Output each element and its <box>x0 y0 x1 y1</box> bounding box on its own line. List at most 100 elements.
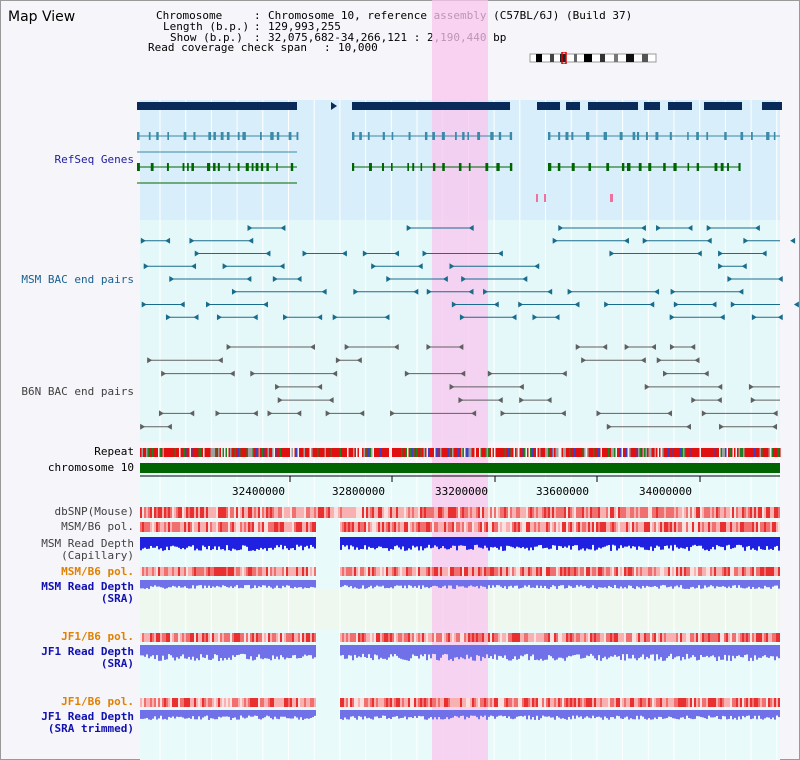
jf1-pol-bar <box>266 633 268 642</box>
repeat-feature <box>416 448 418 457</box>
dbsnp-bar <box>668 507 670 518</box>
msm-pol-label[interactable]: MSM/B6 pol. <box>61 520 134 533</box>
repeat-feature <box>434 448 436 457</box>
jf1-pol-bar <box>398 633 400 642</box>
refseq-transcript-exon <box>645 132 648 140</box>
jf1-depth-bar <box>194 645 196 661</box>
dbsnp-bar <box>660 507 662 518</box>
jf1-pol-trim-label[interactable]: JF1/B6 pol. <box>61 695 134 708</box>
dbsnp-bar <box>316 507 318 518</box>
jf1-pol-bar <box>536 633 538 642</box>
jf1-depth-bar <box>396 645 398 656</box>
repeat-feature <box>764 448 766 457</box>
jf1-trim-depth-bar <box>228 710 230 717</box>
repeat-feature <box>722 448 724 457</box>
msm-pol-sra-label[interactable]: MSM/B6 pol. <box>61 565 134 578</box>
jf1-depth-trim-label-1[interactable]: JF1 Read Depth <box>41 710 134 723</box>
jf1-trim-depth-bar <box>176 710 178 717</box>
jf1-trim-depth-bar <box>142 710 144 719</box>
msm-pol-sra-bar <box>736 567 738 576</box>
repeat-feature <box>485 448 487 457</box>
jf1-depth-bar <box>158 645 160 661</box>
msm-cap-depth-bar <box>592 537 594 545</box>
jf1-trim-depth-bar <box>160 710 162 716</box>
dbsnp-bar <box>708 507 710 518</box>
jf1-trim-depth-bar <box>654 710 656 718</box>
dbsnp-bar <box>300 507 302 518</box>
msm-pol-sra-bar <box>636 567 638 576</box>
dbsnp-bar <box>774 507 776 518</box>
jf1-depth-bar <box>694 645 696 657</box>
repeat-feature <box>264 448 267 457</box>
jf1-trim-depth-bar <box>608 710 610 720</box>
msm-pol-sra-bar <box>764 567 766 576</box>
dbsnp-bar <box>584 507 586 518</box>
msm-bac-end <box>386 276 392 282</box>
jf1-trim-depth-bar <box>182 710 184 718</box>
jf1-pol-bar <box>668 633 670 642</box>
msm-cap-depth-bar <box>490 537 492 548</box>
msm-cap-depth-bar <box>546 537 548 548</box>
jf1-depth-bar <box>674 645 676 658</box>
jf1-pol-trim-bar <box>272 698 274 707</box>
jf1-depth-bar <box>690 645 692 658</box>
dbsnp-bar <box>750 507 752 518</box>
repeat-feature <box>579 448 582 457</box>
b6n-bac-end <box>662 370 668 377</box>
refseq-transcript-exon <box>420 163 423 171</box>
msm-depth-cap-label-1[interactable]: MSM Read Depth <box>41 537 134 550</box>
msm-pol-bar <box>370 522 372 532</box>
jf1-depth-bar <box>642 645 644 655</box>
msm-bac-label[interactable]: MSM BAC end pairs <box>21 273 134 286</box>
repeat-feature <box>602 448 604 457</box>
msm-cap-depth-bar <box>498 537 500 550</box>
jf1-pol-trim-bar <box>622 698 624 707</box>
jf1-trim-depth-bar <box>268 710 270 717</box>
b6n-bac-label[interactable]: B6N BAC end pairs <box>21 385 134 398</box>
jf1-pol-trim-bar <box>416 698 418 707</box>
dbsnp-label[interactable]: dbSNP(Mouse) <box>54 505 134 518</box>
chromosome-ideogram[interactable] <box>528 52 658 64</box>
msm-cap-depth-bar <box>204 537 206 547</box>
msm-depth-sra-label-1[interactable]: MSM Read Depth <box>41 580 134 593</box>
msm-sra-depth-bar <box>392 580 394 589</box>
jf1-depth-bar <box>386 645 388 660</box>
repeat-feature <box>611 448 613 457</box>
msm-sra-depth-bar <box>676 580 678 586</box>
jf1-trim-depth-bar <box>428 710 430 719</box>
msm-cap-depth-bar <box>366 537 368 550</box>
gene-arrow <box>331 102 337 110</box>
msm-cap-depth-bar <box>164 537 166 551</box>
jf1-pol-label[interactable]: JF1/B6 pol. <box>61 630 134 643</box>
dbsnp-bar <box>192 507 194 518</box>
refseq-label[interactable]: RefSeq Genes <box>54 153 134 166</box>
jf1-pol-bar <box>488 633 490 642</box>
msm-pol-sra-bar <box>776 567 778 576</box>
msm-pol-sra-bar <box>768 567 770 576</box>
dbsnp-bar <box>330 507 332 518</box>
repeat-label[interactable]: Repeat <box>94 445 134 458</box>
repeat-feature <box>732 448 735 457</box>
jf1-depth-bar <box>700 645 702 655</box>
msm-cap-depth-bar <box>226 537 228 546</box>
jf1-depth-bar <box>668 645 670 657</box>
msm-pol-sra-bar <box>442 567 444 576</box>
msm-pol-bar <box>292 522 294 532</box>
msm-sra-depth-bar <box>470 580 472 586</box>
jf1-depth-label-1[interactable]: JF1 Read Depth <box>41 645 134 658</box>
jf1-pol-bar <box>666 633 668 642</box>
msm-bac-end <box>711 301 717 308</box>
repeat-feature <box>377 448 379 457</box>
dbsnp-bar <box>324 507 326 518</box>
jf1-depth-bar <box>222 645 224 661</box>
chromosome-label[interactable]: chromosome 10 <box>47 461 134 474</box>
msm-pol-sra-bar <box>312 567 314 576</box>
repeat-feature <box>213 448 216 457</box>
jf1-depth-bar <box>560 645 562 658</box>
dbsnp-bar <box>488 507 490 518</box>
msm-sra-depth-bar <box>744 580 746 589</box>
msm-cap-depth-bar <box>766 537 768 547</box>
msm-pol-bar <box>520 522 522 532</box>
msm-pol-bar <box>664 522 666 532</box>
